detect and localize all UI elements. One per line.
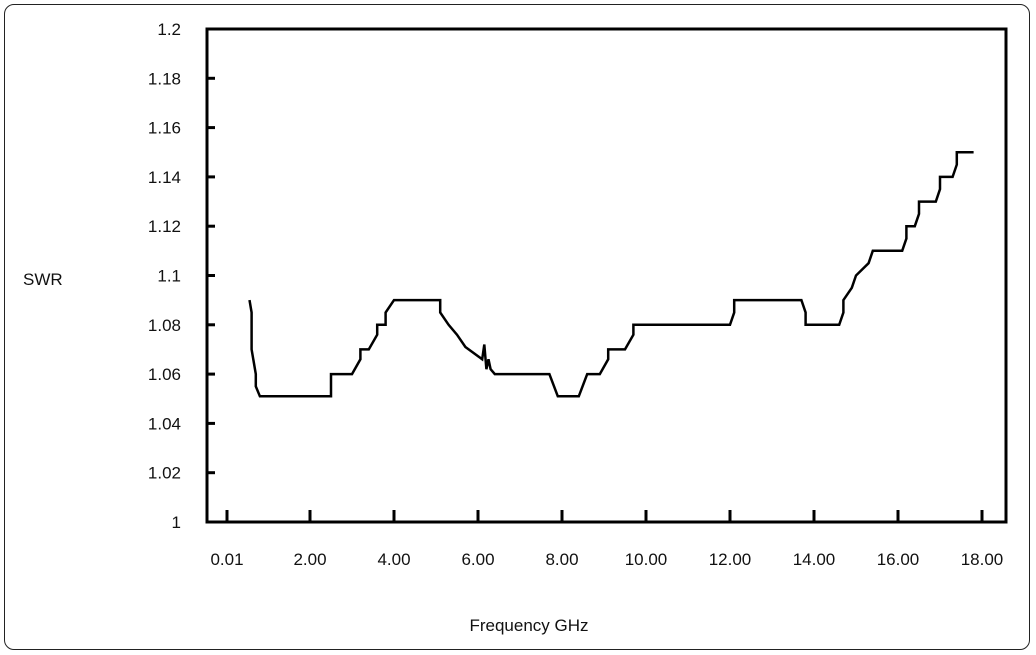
y-tick-label: 1.04 [148, 414, 181, 433]
x-tick-label: 0.01 [210, 550, 243, 569]
x-tick-label: 2.00 [293, 550, 326, 569]
y-tick-label: 1.06 [148, 365, 181, 384]
x-tick-label: 8.00 [545, 550, 578, 569]
swr-series-line [248, 151, 974, 398]
y-tick-label: 1.18 [148, 69, 181, 88]
y-tick-label: 1.08 [148, 316, 181, 335]
x-tick-label: 10.00 [625, 550, 668, 569]
x-axis-ticks: 0.01 2.00 4.00 6.00 8.00 10.00 12.00 14.00 16.00… [210, 510, 1003, 569]
y-tick-label: 1 [172, 513, 181, 532]
x-tick-label: 14.00 [793, 550, 836, 569]
x-tick-label: 4.00 [377, 550, 410, 569]
y-tick-label: 1.12 [148, 217, 181, 236]
x-tick-label: 16.00 [877, 550, 920, 569]
swr-chart: 11.021.041.061.081.11.121.141.161.181.2 … [23, 20, 1008, 635]
x-tick-label: 6.00 [461, 550, 494, 569]
y-tick-label: 1.14 [148, 168, 181, 187]
y-axis-title: SWR [23, 270, 63, 289]
y-axis-ticks: 1 1.02 1.04 1.06 1.08 1.1 1.12 1.14 1.16 1.18 1.2 [148, 20, 215, 532]
y-tick-label: 1.02 [148, 464, 181, 483]
x-tick-label: 18.00 [961, 550, 1004, 569]
y-tick-label: 1.1 [157, 267, 181, 286]
y-tick-label: 1.2 [157, 20, 181, 39]
x-axis-title: Frequency GHz [469, 616, 588, 635]
chart-frame: 1 1.02 1.04 1.06 1.08 1.1 1.12 1.14 1.16 1.18 1.2 … [4, 4, 1030, 650]
x-tick-label: 12.00 [709, 550, 752, 569]
y-tick-label: 1.16 [148, 119, 181, 138]
plot-area [205, 27, 1008, 524]
